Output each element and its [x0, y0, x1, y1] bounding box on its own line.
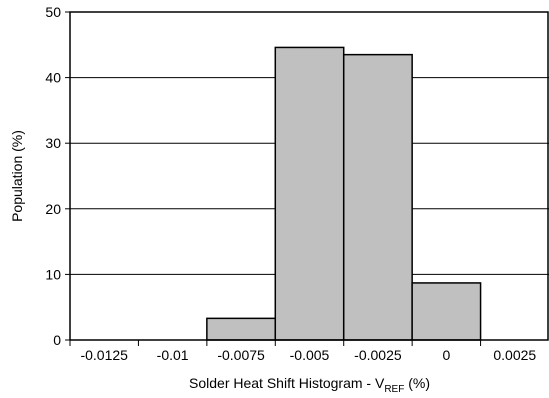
x-tick-label-2: -0.0075 [217, 347, 265, 363]
y-axis-title: Population (%) [9, 130, 25, 222]
x-tick-label-4: -0.0025 [354, 347, 402, 363]
y-tick-label-1: 10 [45, 266, 61, 282]
x-tick-label-5: 0 [442, 347, 450, 363]
y-tick-label-3: 30 [45, 135, 61, 151]
x-axis-title: Solder Heat Shift Histogram - VREF (%) [189, 375, 430, 395]
x-tick-label-3: -0.005 [290, 347, 330, 363]
x-tick-label-1: -0.01 [157, 347, 189, 363]
histogram-bar-2 [206, 317, 277, 341]
bars [206, 46, 482, 341]
y-tick-label-4: 40 [45, 70, 61, 86]
y-tick-label-2: 20 [45, 201, 61, 217]
x-axis-title-subscript: REF [384, 384, 404, 395]
x-tick-label-6: 0.0025 [493, 347, 536, 363]
y-axis-ticks: 0 10 20 30 40 50 [45, 4, 70, 348]
histogram-bar-5 [411, 282, 482, 341]
y-tick-label-0: 0 [53, 332, 61, 348]
x-axis-title-main: Solder Heat Shift Histogram - V [189, 375, 385, 391]
x-axis-title-unit: (%) [404, 375, 430, 391]
plot-frame [69, 11, 549, 341]
y-tick-label-5: 50 [45, 4, 61, 20]
histogram-bar-4 [342, 53, 413, 341]
histogram-bar-3 [274, 46, 345, 341]
x-axis-ticks: -0.0125 -0.01 -0.0075 -0.005 -0.0025 0 0.0025 [69, 340, 536, 363]
x-tick-label-0: -0.0125 [80, 347, 128, 363]
